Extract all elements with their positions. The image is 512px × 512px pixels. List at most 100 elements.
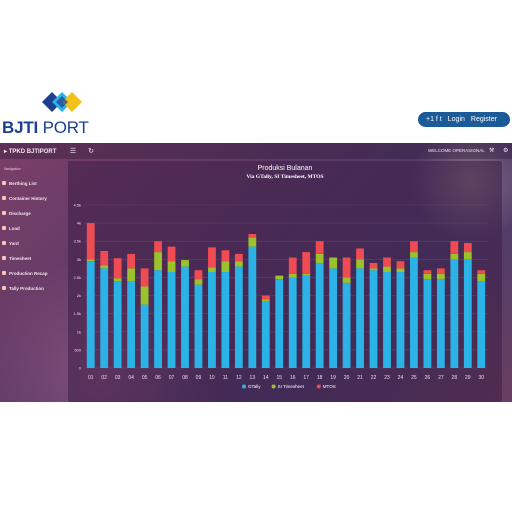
- bar-si_timesheet: [167, 261, 176, 273]
- bar-gtally: [342, 282, 351, 368]
- bar-mtos: [248, 233, 257, 238]
- bar-gtally: [208, 272, 216, 368]
- logo-text-bold: BJTI: [2, 118, 39, 137]
- x-tick-label: 01: [88, 375, 94, 381]
- logo-text: BJTI PORT: [2, 118, 89, 138]
- bar-si_timesheet: [436, 273, 445, 280]
- y-tick-label: 3k: [77, 257, 81, 262]
- x-tick-label: 15: [276, 375, 282, 381]
- berthing-icon: [2, 181, 6, 185]
- history-icon: [2, 196, 6, 200]
- sidebar-item-production-recap[interactable]: Production Recap: [2, 269, 48, 277]
- bar-gtally: [154, 270, 162, 368]
- x-tick-label: 25: [411, 375, 417, 381]
- bar-si_timesheet: [329, 257, 338, 269]
- bar-si_timesheet: [302, 273, 311, 276]
- bar-gtally: [477, 281, 486, 368]
- sidebar-item-discharge[interactable]: Discharge: [2, 209, 31, 217]
- x-tick-label: 02: [101, 375, 107, 381]
- gear-icon[interactable]: ⚙: [503, 148, 509, 154]
- sidebar: Navigation Berthing List Container Histo…: [0, 159, 62, 402]
- y-tick-label: 2k: [77, 293, 81, 298]
- sidebar-item-berthing-list[interactable]: Berthing List: [2, 179, 37, 187]
- production-chart: 0 500 1k 1.5k 2k 2.5k 3k 3.5k 4k 4.5k 01 02 03 04 05 06…: [73, 203, 488, 389]
- bar-gtally: [410, 257, 418, 368]
- social-links[interactable]: +1 f t: [426, 116, 442, 123]
- x-tick-label: 17: [303, 375, 309, 381]
- x-tick-label: 08: [182, 375, 188, 381]
- bar-si_timesheet: [154, 252, 162, 271]
- register-link[interactable]: Register: [470, 116, 497, 123]
- bar-gtally: [248, 246, 257, 368]
- x-tick-label: 24: [398, 375, 404, 381]
- bar-si_timesheet: [181, 260, 189, 267]
- x-tick-label: 18: [317, 375, 323, 381]
- y-tick-label: 500: [74, 347, 81, 352]
- bar-mtos: [288, 257, 297, 274]
- bar-mtos: [436, 268, 445, 274]
- bar-si_timesheet: [369, 268, 378, 271]
- login-link[interactable]: Login: [447, 116, 465, 123]
- bar-mtos: [302, 252, 311, 274]
- app-brand[interactable]: ▸ TPKD BJTIPORT: [0, 148, 60, 155]
- load-icon: [2, 226, 6, 230]
- refresh-icon[interactable]: ↻: [88, 148, 94, 155]
- tools-icon[interactable]: ⚒: [489, 148, 495, 154]
- welcome-label[interactable]: WELCOME OPERASIONAL: [428, 148, 485, 153]
- bar-gtally: [383, 272, 391, 368]
- bar-si_timesheet: [275, 275, 284, 280]
- bar-mtos: [477, 270, 486, 274]
- page-background: [0, 402, 512, 512]
- sidebar-item-yard[interactable]: Yard: [2, 239, 19, 247]
- bar-mtos: [342, 257, 351, 278]
- sidebar-item-tally-production[interactable]: Tally Production: [2, 284, 44, 292]
- legend-swatch: [242, 384, 246, 389]
- bar-si_timesheet: [450, 253, 459, 260]
- bar-si_timesheet: [288, 273, 297, 278]
- bar-gtally: [450, 259, 459, 368]
- sidebar-item-label: Timesheet: [9, 255, 32, 261]
- sidebar-item-timesheet[interactable]: Timesheet: [2, 254, 31, 262]
- y-tick-label: 1.5k: [73, 311, 81, 316]
- sidebar-item-load[interactable]: Load: [2, 224, 20, 232]
- bar-gtally: [369, 270, 378, 368]
- app-header: ▸ TPKD BJTIPORT ☰ ↻ WELCOME OPERASIONAL …: [0, 143, 512, 159]
- bar-si_timesheet: [383, 266, 391, 273]
- bar-mtos: [261, 295, 270, 300]
- account-bar: +1 f t Login Register: [418, 112, 510, 127]
- bar-gtally: [140, 304, 149, 368]
- bar-mtos: [315, 241, 324, 254]
- bar-mtos: [154, 241, 162, 253]
- site-logo[interactable]: BJTI PORT: [2, 88, 92, 138]
- yard-icon: [2, 241, 6, 245]
- x-tick-label: 10: [209, 375, 215, 381]
- bar-mtos: [369, 262, 378, 269]
- legend-swatch: [316, 384, 321, 389]
- sidebar-item-label: Production Recap: [9, 270, 48, 276]
- bar-mtos: [113, 258, 122, 279]
- bar-si_timesheet: [423, 273, 432, 280]
- bar-si_timesheet: [221, 261, 230, 273]
- menu-icon[interactable]: ☰: [69, 148, 77, 155]
- bar-gtally: [423, 279, 432, 368]
- sidebar-item-label: Tally Production: [9, 285, 44, 291]
- bar-mtos: [450, 241, 459, 254]
- x-tick-label: 16: [290, 375, 296, 381]
- tally-icon: [2, 286, 6, 290]
- bar-gtally: [356, 268, 364, 368]
- bar-gtally: [436, 279, 445, 368]
- sidebar-item-container-history[interactable]: Container History: [2, 194, 47, 202]
- bar-si_timesheet: [100, 265, 109, 269]
- bar-gtally: [261, 300, 270, 368]
- x-tick-label: 21: [357, 375, 363, 381]
- logo-text-light: PORT: [38, 118, 89, 137]
- bar-mtos: [221, 250, 230, 262]
- bar-gtally: [181, 266, 189, 368]
- sidebar-item-label: Container History: [9, 195, 47, 201]
- bar-mtos: [127, 253, 136, 269]
- x-tick-label: 22: [371, 375, 377, 381]
- bar-gtally: [302, 275, 311, 368]
- bar-gtally: [315, 262, 324, 368]
- bar-mtos: [208, 247, 216, 268]
- dashboard-app: ▸ TPKD BJTIPORT ☰ ↻ WELCOME OPERASIONAL …: [0, 143, 512, 402]
